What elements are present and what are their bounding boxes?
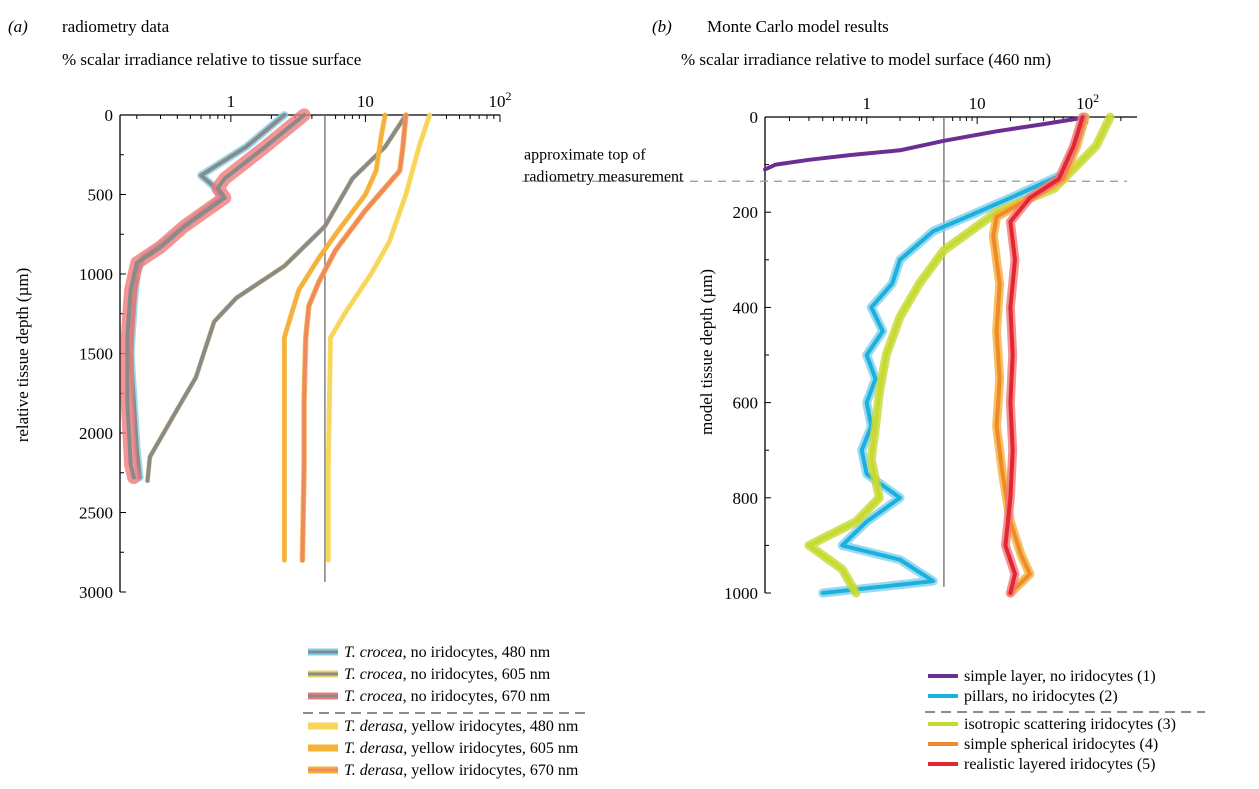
panel-b-ylabel: model tissue depth (µm) bbox=[697, 269, 716, 435]
legend-b: simple layer, no iridocytes (1) pillars, … bbox=[925, 668, 1205, 773]
x-tick-label-exponent: 2 bbox=[506, 89, 512, 103]
series-line bbox=[125, 113, 307, 480]
legend-label-detail: , no iridocytes, 480 nm bbox=[403, 644, 551, 661]
plot-b: 1 10 102 0 200 400 600 800 1000 approximate top o… bbox=[522, 91, 1137, 603]
legend-label: T. crocea, no iridocytes, 480 nm bbox=[344, 644, 551, 661]
legend-label: isotropic scattering iridocytes (3) bbox=[964, 716, 1176, 733]
legend-label: T. derasa, yellow iridocytes, 480 nm bbox=[344, 718, 579, 735]
legend-label-species: T. derasa bbox=[344, 762, 403, 779]
panel-a-title: radiometry data bbox=[62, 17, 170, 36]
x-tick-label: 10 bbox=[357, 92, 374, 111]
legend-label: simple layer, no iridocytes (1) bbox=[964, 668, 1156, 685]
y-tick-label: 1000 bbox=[724, 584, 758, 603]
x-tick-label: 1 bbox=[862, 94, 871, 113]
x-tick-label: 102 bbox=[1076, 91, 1099, 113]
legend-label-species: T. derasa bbox=[344, 718, 403, 735]
legend-label: T. derasa, yellow iridocytes, 605 nm bbox=[344, 740, 579, 757]
panel-b-label: (b) bbox=[652, 17, 672, 36]
y-tick-label: 2500 bbox=[79, 504, 113, 523]
y-tick-label: 400 bbox=[733, 298, 759, 317]
panel-b-xlabel: % scalar irradiance relative to model su… bbox=[681, 50, 1051, 69]
y-tick-label: 3000 bbox=[79, 583, 113, 602]
series-line bbox=[326, 113, 432, 563]
series-line bbox=[763, 115, 1090, 172]
y-tick-label: 1000 bbox=[79, 265, 113, 284]
annotation-text: approximate top of bbox=[524, 146, 646, 163]
plot-a: 1 10 102 0 500 1000 1500 2000 2500 3000 bbox=[79, 89, 512, 602]
y-tick-label: 2000 bbox=[79, 424, 113, 443]
x-tick-label-exponent: 2 bbox=[1093, 91, 1099, 105]
series-line bbox=[282, 113, 388, 563]
legend-label: simple spherical iridocytes (4) bbox=[964, 736, 1158, 753]
y-tick-label: 600 bbox=[733, 394, 759, 413]
y-tick-label: 800 bbox=[733, 489, 759, 508]
series-line bbox=[820, 115, 1088, 595]
y-tick-label: 500 bbox=[88, 186, 114, 205]
legend-label: realistic layered iridocytes (5) bbox=[964, 756, 1155, 773]
panel-a-xlabel: % scalar irradiance relative to tissue s… bbox=[62, 50, 361, 69]
legend-label-species: T. crocea bbox=[344, 688, 403, 705]
x-tick-label: 102 bbox=[489, 89, 512, 111]
legend-label-detail: , yellow iridocytes, 480 nm bbox=[403, 718, 579, 735]
y-tick-label: 0 bbox=[105, 106, 114, 125]
series-line bbox=[807, 115, 1113, 595]
series-band bbox=[145, 112, 409, 484]
legend-label-species: T. crocea bbox=[344, 666, 403, 683]
series-line bbox=[1003, 115, 1085, 595]
legend-label: T. derasa, yellow iridocytes, 670 nm bbox=[344, 762, 579, 779]
x-tick-label: 1 bbox=[227, 92, 236, 111]
series-line bbox=[300, 113, 408, 563]
legend-a: T. crocea, no iridocytes, 480 nmT. croce… bbox=[303, 644, 590, 779]
series-band bbox=[325, 112, 433, 563]
legend-label-detail: , yellow iridocytes, 605 nm bbox=[403, 740, 579, 757]
legend-label: T. crocea, no iridocytes, 670 nm bbox=[344, 688, 551, 705]
y-tick-label: 200 bbox=[733, 203, 759, 222]
annotation-text: radiometry measurement bbox=[524, 168, 684, 185]
legend-label-species: T. crocea bbox=[344, 644, 403, 661]
legend-label-species: T. derasa bbox=[344, 740, 403, 757]
series-line bbox=[145, 113, 408, 483]
legend-label-detail: , no iridocytes, 670 nm bbox=[403, 688, 551, 705]
panel-a-label: (a) bbox=[8, 17, 28, 36]
legend-label-detail: , yellow iridocytes, 670 nm bbox=[403, 762, 579, 779]
y-tick-label: 0 bbox=[750, 108, 759, 127]
legend-label: pillars, no iridocytes (2) bbox=[964, 688, 1118, 705]
legend-label: T. crocea, no iridocytes, 605 nm bbox=[344, 666, 551, 683]
panel-a-ylabel: relative tissue depth (µm) bbox=[13, 268, 32, 443]
legend-label-detail: , no iridocytes, 605 nm bbox=[403, 666, 551, 683]
y-tick-label: 1500 bbox=[79, 345, 113, 364]
series-line bbox=[128, 113, 287, 480]
x-tick-label: 10 bbox=[969, 94, 986, 113]
panel-b-title: Monte Carlo model results bbox=[707, 17, 889, 36]
